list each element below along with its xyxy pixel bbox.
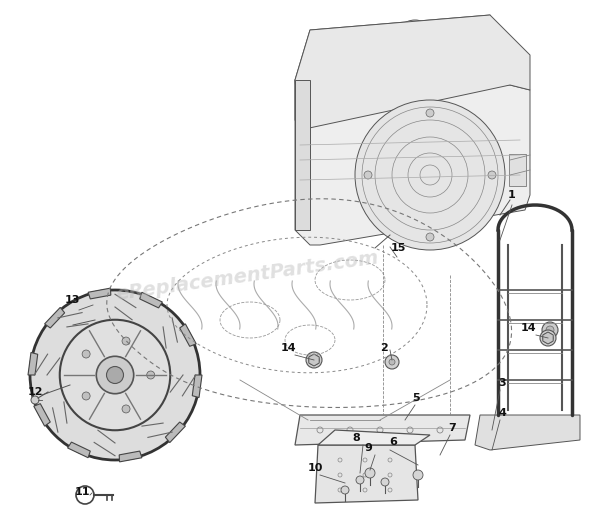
Circle shape xyxy=(82,350,90,358)
Circle shape xyxy=(30,290,200,460)
Text: 4: 4 xyxy=(498,408,506,418)
Text: 3: 3 xyxy=(498,378,506,388)
Text: 13: 13 xyxy=(64,295,80,305)
Polygon shape xyxy=(295,415,470,445)
Circle shape xyxy=(107,366,123,383)
Polygon shape xyxy=(140,292,162,308)
Circle shape xyxy=(122,405,130,413)
Text: eReplacementParts.com: eReplacementParts.com xyxy=(115,249,381,304)
Text: 2: 2 xyxy=(380,343,388,353)
Circle shape xyxy=(402,27,428,53)
Circle shape xyxy=(356,476,364,484)
Circle shape xyxy=(122,337,130,345)
Circle shape xyxy=(381,478,389,486)
Polygon shape xyxy=(295,80,530,245)
Polygon shape xyxy=(34,404,50,426)
Circle shape xyxy=(147,371,155,379)
Circle shape xyxy=(426,233,434,241)
Text: 15: 15 xyxy=(391,243,406,253)
Polygon shape xyxy=(475,415,580,450)
Polygon shape xyxy=(315,445,418,503)
Circle shape xyxy=(395,20,435,60)
Polygon shape xyxy=(192,375,202,398)
Circle shape xyxy=(309,355,319,365)
Text: 14: 14 xyxy=(521,323,537,333)
Circle shape xyxy=(31,396,39,404)
Text: 8: 8 xyxy=(352,433,360,443)
Polygon shape xyxy=(68,442,90,458)
Text: 1: 1 xyxy=(508,190,516,200)
Circle shape xyxy=(413,470,423,480)
Circle shape xyxy=(543,333,553,343)
Text: 11: 11 xyxy=(74,487,90,497)
Polygon shape xyxy=(295,15,530,130)
Circle shape xyxy=(364,171,372,179)
Circle shape xyxy=(540,330,556,346)
Polygon shape xyxy=(295,15,520,130)
Text: 6: 6 xyxy=(389,437,397,447)
Polygon shape xyxy=(28,353,38,375)
Polygon shape xyxy=(165,422,185,443)
Circle shape xyxy=(306,352,322,368)
Circle shape xyxy=(355,100,505,250)
Polygon shape xyxy=(119,451,142,462)
Circle shape xyxy=(82,392,90,400)
Polygon shape xyxy=(543,332,553,344)
Polygon shape xyxy=(45,307,65,328)
Text: 12: 12 xyxy=(27,387,42,397)
Polygon shape xyxy=(318,430,430,445)
Text: 10: 10 xyxy=(307,463,323,473)
Polygon shape xyxy=(295,80,310,230)
Text: 5: 5 xyxy=(412,393,420,403)
Polygon shape xyxy=(180,324,196,346)
Polygon shape xyxy=(88,288,111,299)
Circle shape xyxy=(546,326,554,334)
Text: 14: 14 xyxy=(280,343,296,353)
Circle shape xyxy=(385,355,399,369)
Text: 9: 9 xyxy=(364,443,372,453)
Circle shape xyxy=(488,171,496,179)
Circle shape xyxy=(60,320,171,430)
Circle shape xyxy=(389,359,395,365)
Circle shape xyxy=(365,468,375,478)
Circle shape xyxy=(341,486,349,494)
Polygon shape xyxy=(309,354,319,366)
Circle shape xyxy=(96,356,134,393)
Circle shape xyxy=(426,109,434,117)
Circle shape xyxy=(542,322,558,338)
Text: 7: 7 xyxy=(448,423,456,433)
FancyBboxPatch shape xyxy=(509,154,526,186)
